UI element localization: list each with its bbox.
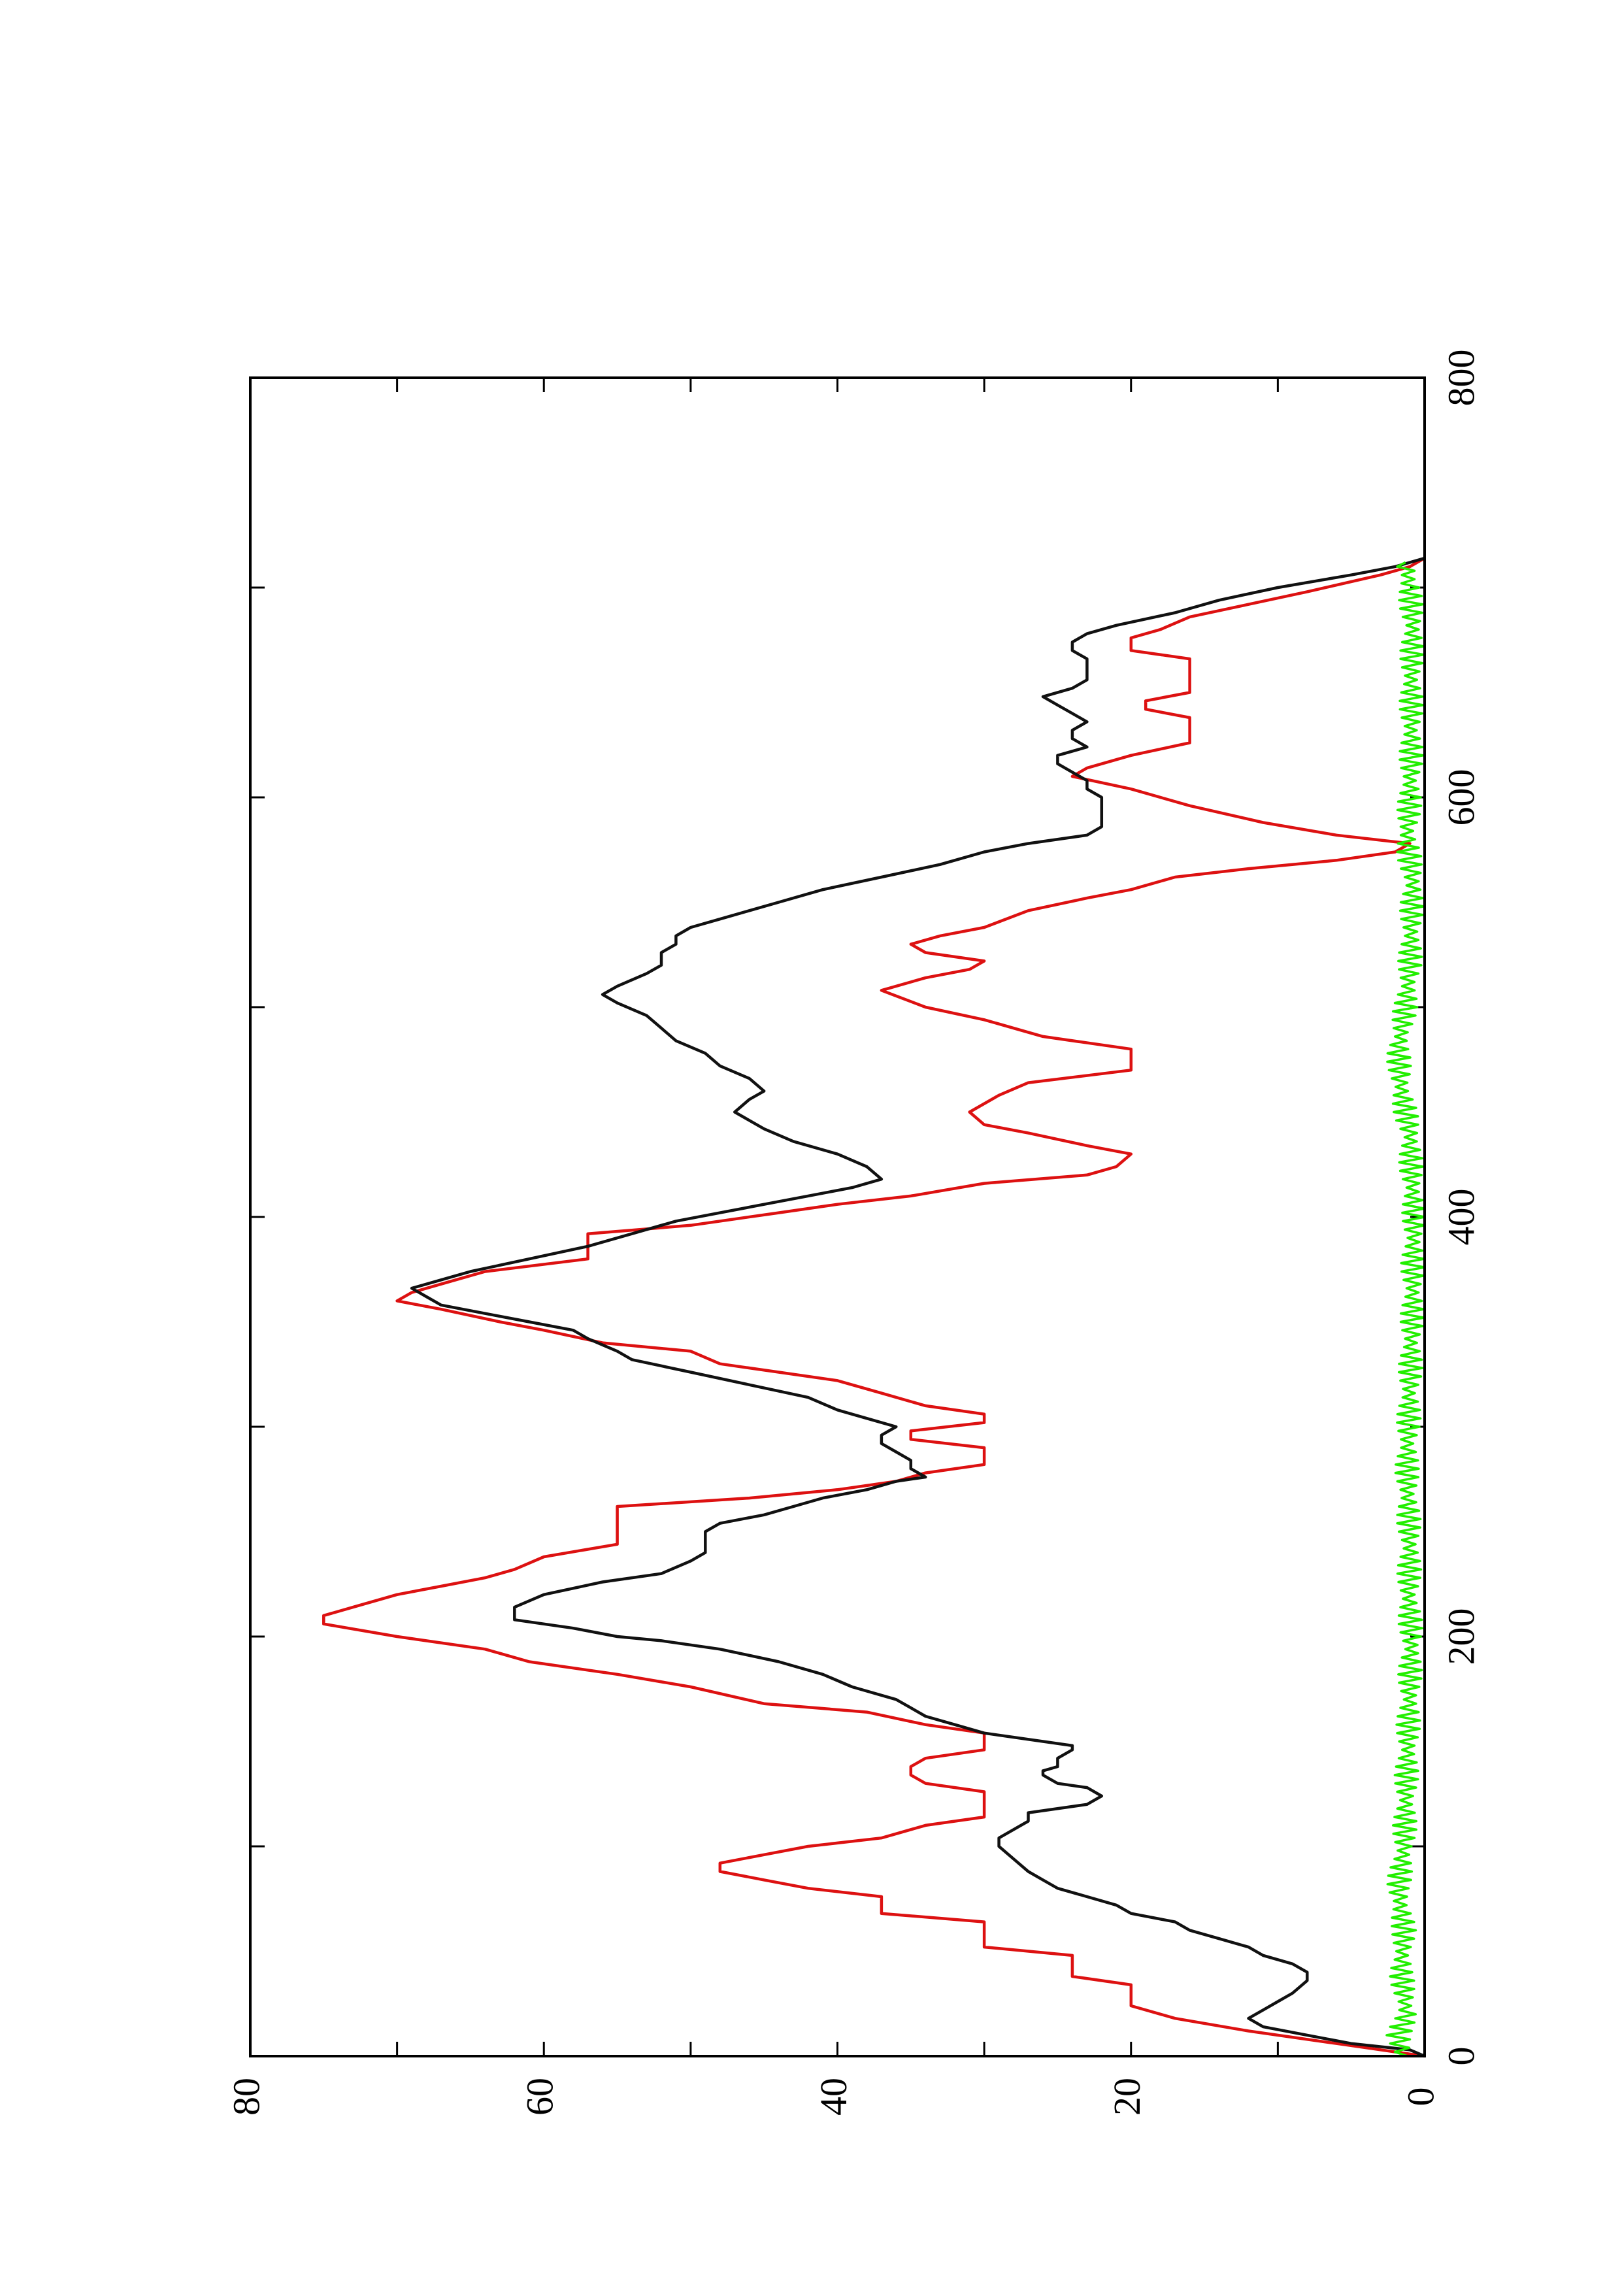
x-tick-label: 800 [1440,350,1482,407]
x-tick-label: 0 [1440,2047,1482,2066]
plot-frame [249,376,1426,2057]
y-tick-label: 40 [812,2078,855,2116]
y-tick-labels: 0 20 40 60 80 [225,2078,1442,2116]
series-line-1 [322,557,1426,2058]
series-line-2 [410,556,1425,2058]
x-tick-labels: 0 200 400 600 800 [1440,350,1482,2066]
x-tick-label: 400 [1440,1189,1482,1246]
y-tick-label: 80 [225,2078,267,2116]
y-tick-label: 20 [1106,2078,1148,2116]
y-tick-label: 0 [1399,2088,1442,2106]
minor-ticks [250,378,1425,2056]
y-tick-label: 60 [519,2078,561,2116]
x-tick-label: 600 [1440,769,1482,826]
x-tick-label: 200 [1440,1608,1482,1665]
